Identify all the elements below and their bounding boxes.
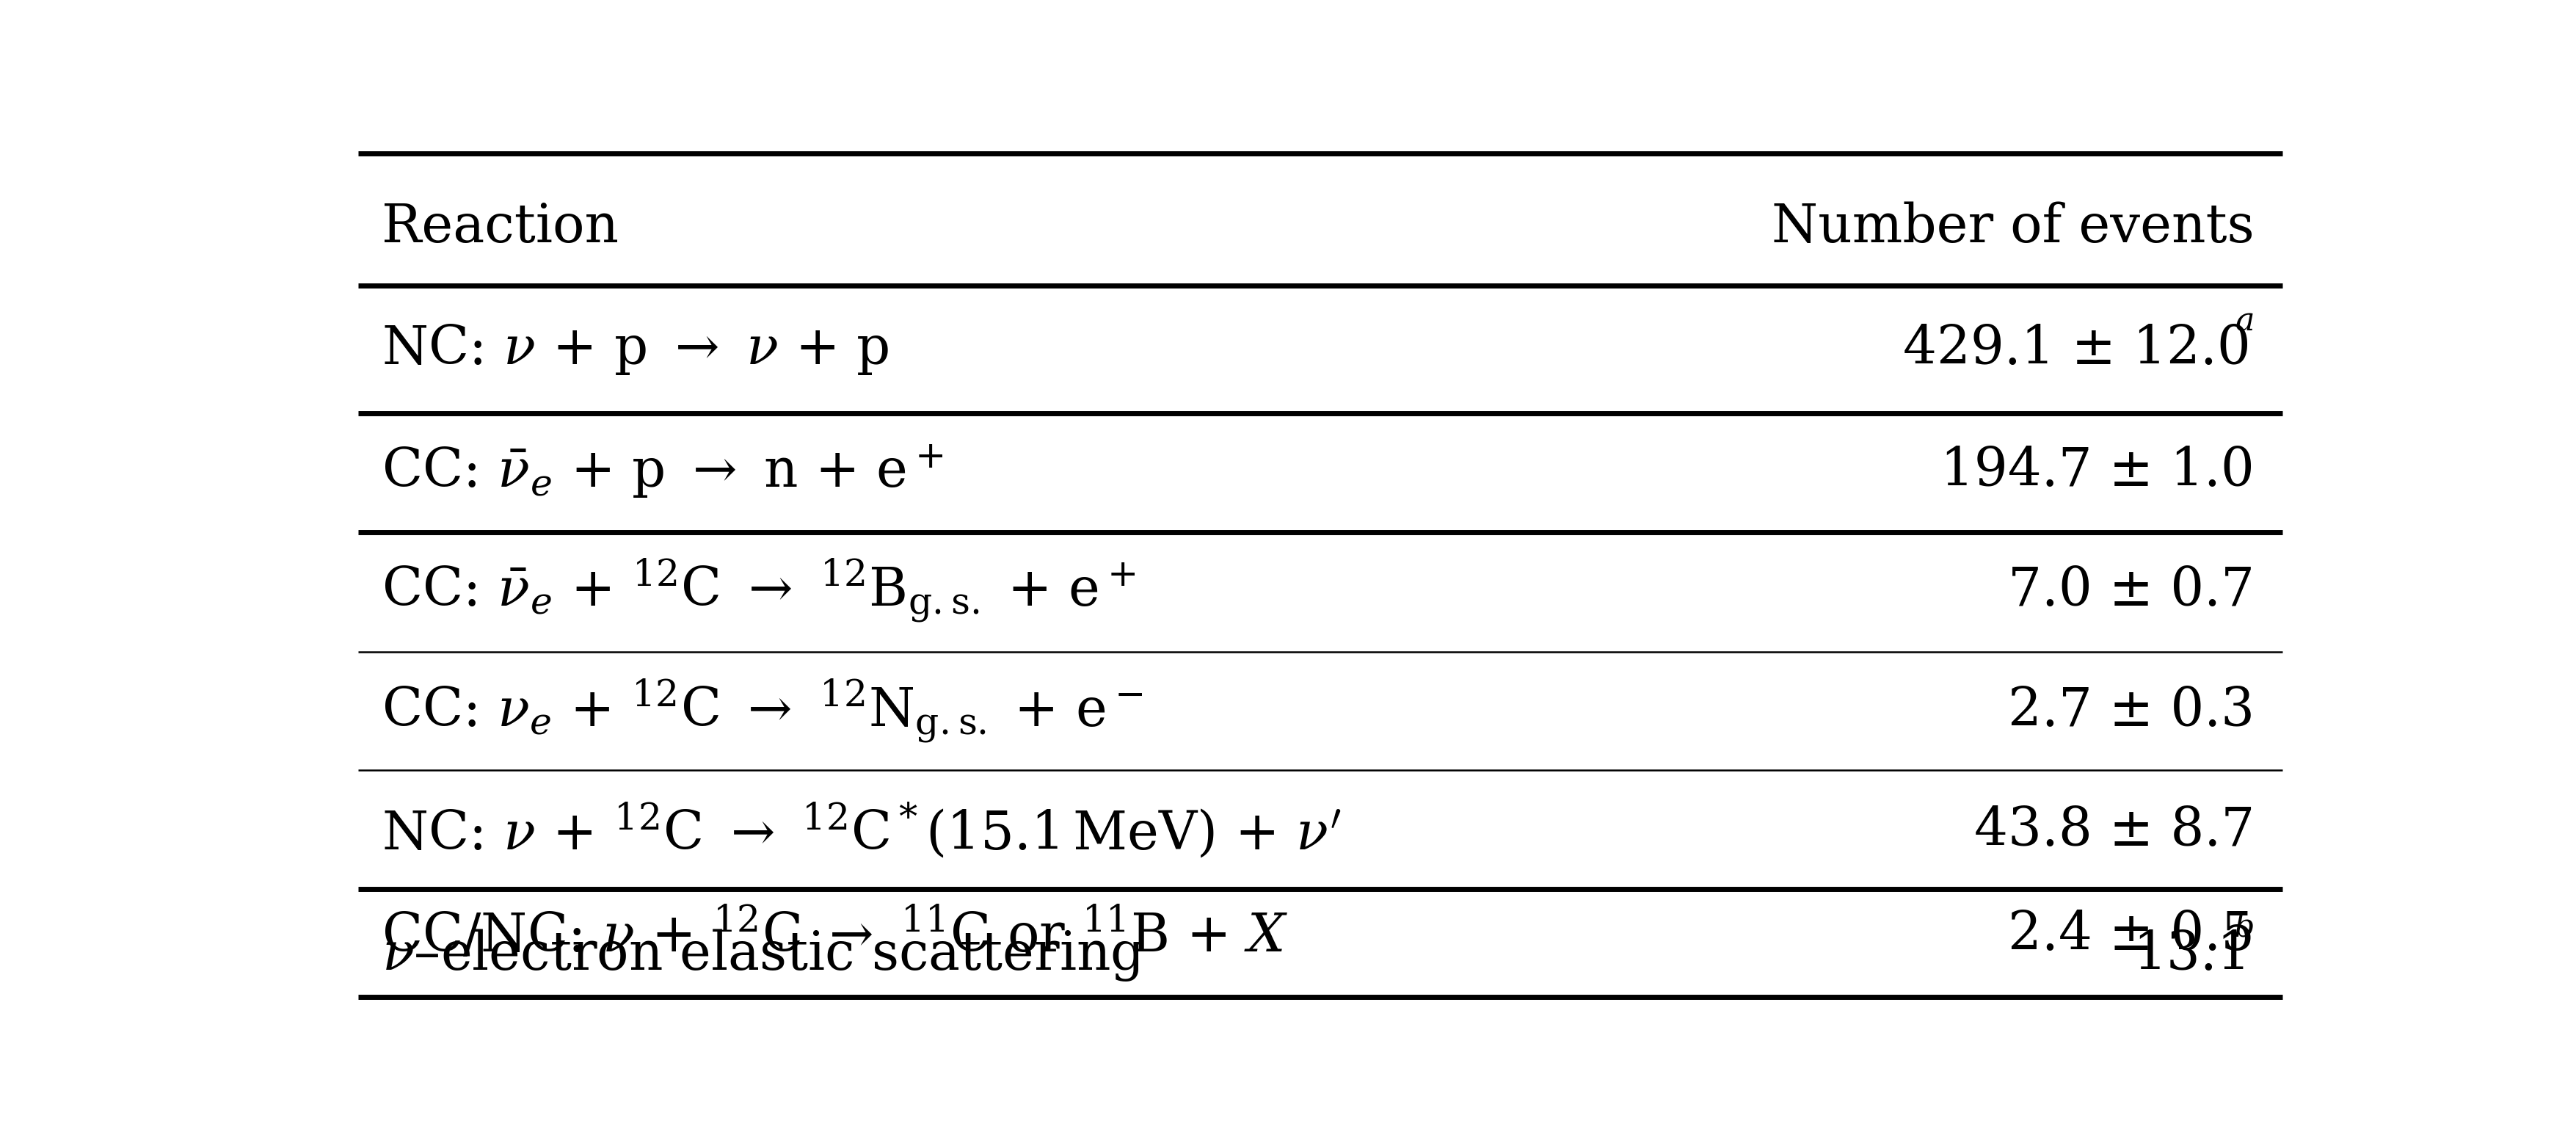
- Text: CC: $\bar{\nu}_e$ + p $\rightarrow$ n + e$^+$: CC: $\bar{\nu}_e$ + p $\rightarrow$ n + …: [381, 443, 943, 500]
- Text: Number of events: Number of events: [1772, 201, 2254, 254]
- Text: 2.4 ± 0.5: 2.4 ± 0.5: [2007, 909, 2254, 961]
- Text: CC: $\nu_e$ + $^{12}$C $\rightarrow$ $^{12}$N$_{\rm g.s.}$ + e$^-$: CC: $\nu_e$ + $^{12}$C $\rightarrow$ $^{…: [381, 677, 1144, 745]
- Text: CC/NC: $\nu$ + $^{12}$C $\rightarrow$ $^{11}$C or $^{11}$B + $X$: CC/NC: $\nu$ + $^{12}$C $\rightarrow$ $^…: [381, 907, 1288, 963]
- Text: 43.8 ± 8.7: 43.8 ± 8.7: [1973, 805, 2254, 857]
- Text: 7.0 ± 0.7: 7.0 ± 0.7: [2007, 565, 2254, 617]
- Text: NC: $\nu$ + p $\rightarrow$ $\nu$ + p: NC: $\nu$ + p $\rightarrow$ $\nu$ + p: [381, 323, 889, 377]
- Text: 13.1: 13.1: [2133, 929, 2251, 981]
- Text: 429.1 ± 12.0: 429.1 ± 12.0: [1904, 324, 2251, 376]
- Text: NC: $\nu$ + $^{12}$C $\rightarrow$ $^{12}$C$^*$(15.1$\,$MeV) + $\nu'$: NC: $\nu$ + $^{12}$C $\rightarrow$ $^{12…: [381, 801, 1342, 860]
- Text: a: a: [2236, 306, 2254, 337]
- Text: CC: $\bar{\nu}_e$ + $^{12}$C $\rightarrow$ $^{12}$B$_{\rm g.s.}$ + e$^+$: CC: $\bar{\nu}_e$ + $^{12}$C $\rightarro…: [381, 557, 1136, 625]
- Text: b: b: [2233, 911, 2254, 943]
- Text: 194.7 ± 1.0: 194.7 ± 1.0: [1940, 446, 2254, 497]
- Text: 2.7 ± 0.3: 2.7 ± 0.3: [2007, 685, 2254, 737]
- Text: Reaction: Reaction: [381, 201, 618, 254]
- Text: $\nu$–electron elastic scattering: $\nu$–electron elastic scattering: [381, 927, 1144, 983]
